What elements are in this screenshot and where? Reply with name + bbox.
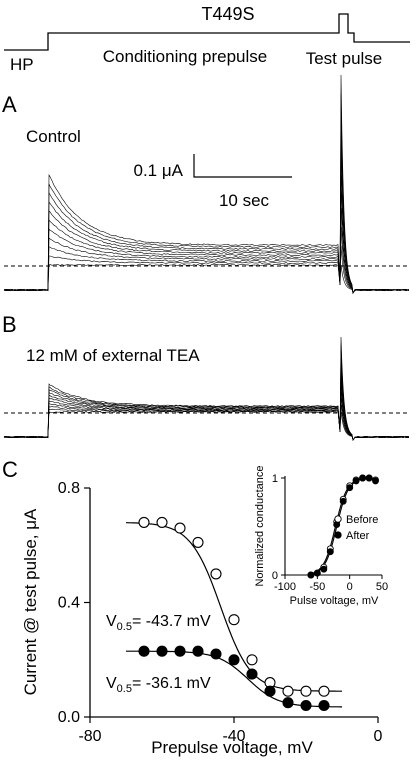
inset-y-axis-title: Normalized conductance [254, 465, 266, 586]
inset-point-after [365, 474, 373, 482]
data-point-after [318, 699, 330, 712]
data-point-before [228, 614, 240, 626]
v-half-before-subscript: 0.5 [117, 621, 132, 633]
y-tick-label: 0.8 [58, 480, 80, 497]
data-point-after [138, 645, 150, 657]
v-half-after-value: = -36.1 mV [132, 675, 211, 692]
panel-b-letter: B [2, 312, 17, 337]
panel-c: C -80 -40 0 0.0 0.4 0.8 Prepulse voltage, mV … [2, 457, 388, 757]
data-point-before [282, 685, 294, 697]
current-trace [3, 74, 410, 294]
inset-y-tick-label: 0 [272, 570, 278, 582]
data-point-after [282, 697, 294, 709]
inset-point-after [313, 569, 321, 577]
current-trace [3, 351, 410, 441]
main-data-points [138, 516, 330, 712]
inset-fit-after [307, 477, 377, 575]
x-tick-label: 0 [374, 728, 383, 745]
current-trace [3, 396, 410, 441]
v-half-before-annotation: V0.5= -43.7 mV [106, 613, 211, 633]
inset-fit-curves [307, 477, 377, 575]
inset-point-after [339, 497, 347, 505]
data-point-after [156, 645, 168, 657]
inset-x-tick-label: 50 [376, 581, 388, 593]
data-point-before [300, 685, 312, 697]
v-half-before-value: = -43.7 mV [132, 613, 211, 630]
x-tick-label: -40 [222, 728, 245, 745]
test-pulse-label: Test pulse [306, 49, 383, 68]
v-half-after-subscript: 0.5 [117, 683, 132, 695]
inset-data-points [307, 474, 379, 579]
inset-point-after [359, 474, 367, 482]
current-trace [3, 336, 410, 441]
data-point-after [246, 668, 258, 680]
inset-point-after [307, 571, 315, 579]
voltage-protocol: T449S HP Conditioning prepulse Test puls… [4, 4, 410, 74]
x-tick-label: -80 [78, 728, 101, 745]
inset-point-after [352, 477, 360, 485]
inset-fit-before [307, 477, 377, 575]
inset-point-after [346, 484, 354, 492]
data-point-after [264, 685, 276, 697]
construct-label: T449S [201, 4, 254, 24]
v-half-after-annotation: V0.5= -36.1 mV [106, 675, 211, 695]
inset-legend: Before After [334, 514, 378, 542]
data-point-before [318, 685, 330, 697]
protocol-trace [4, 13, 410, 51]
tea-label: 12 mM of external TEA [26, 346, 200, 365]
panel-a-letter: A [2, 92, 17, 117]
inset-ticks: -100 -50 0 50 0 1 [272, 473, 388, 593]
data-point-after [228, 654, 240, 666]
data-point-before [138, 516, 150, 528]
y-tick-label: 0.0 [58, 709, 80, 726]
panel-c-letter: C [2, 457, 18, 482]
inset-point-after [326, 548, 334, 556]
conditioning-prepulse-label: Conditioning prepulse [103, 47, 267, 66]
data-point-after [174, 645, 186, 657]
data-point-after [300, 699, 312, 712]
main-y-axis-title: Current @ test pulse, μA [21, 508, 40, 695]
inset-point-after [320, 565, 328, 573]
data-point-before [246, 654, 258, 666]
data-point-before [174, 522, 186, 534]
main-plot-ticks: -80 -40 0 0.0 0.4 0.8 [58, 480, 383, 745]
current-trace [3, 411, 410, 441]
legend-marker-after [334, 531, 342, 539]
legend-marker-before [334, 515, 342, 523]
scalebar-time-label: 10 sec [219, 191, 270, 210]
inset-plot: -100 -50 0 50 0 1 Pulse voltage, mV Normalize… [254, 465, 388, 607]
inset-x-tick-label: -100 [274, 581, 296, 593]
inset-x-tick-label: -50 [309, 581, 325, 593]
main-x-axis-title: Prepulse voltage, mV [151, 738, 313, 757]
data-point-after [192, 645, 204, 657]
main-plot: -80 -40 0 0.0 0.4 0.8 Prepulse voltage, mV Cu… [21, 480, 383, 757]
data-point-before [156, 516, 168, 528]
legend-label-before: Before [346, 514, 378, 526]
panel-a: A Control 0.1 μA 10 sec [2, 74, 410, 294]
v-half-after-symbol: V [106, 675, 117, 692]
inset-x-tick-label: 0 [347, 581, 353, 593]
data-point-before [210, 568, 222, 580]
data-point-before [192, 536, 204, 548]
panel-b: B 12 mM of external TEA [2, 312, 410, 441]
control-label: Control [26, 127, 81, 146]
legend-label-after: After [346, 530, 370, 542]
inset-point-after [372, 477, 379, 485]
current-traces-tea [3, 336, 410, 441]
inset-x-axis-title: Pulse voltage, mV [290, 595, 379, 607]
y-tick-label: 0.4 [58, 595, 80, 612]
current-traces-control [3, 74, 410, 294]
hp-label: HP [10, 55, 34, 74]
v-half-before-symbol: V [106, 613, 117, 630]
scalebar [193, 154, 292, 178]
inset-y-tick-label: 1 [272, 473, 278, 485]
scalebar-current-label: 0.1 μA [134, 161, 184, 180]
data-point-after [210, 648, 222, 660]
